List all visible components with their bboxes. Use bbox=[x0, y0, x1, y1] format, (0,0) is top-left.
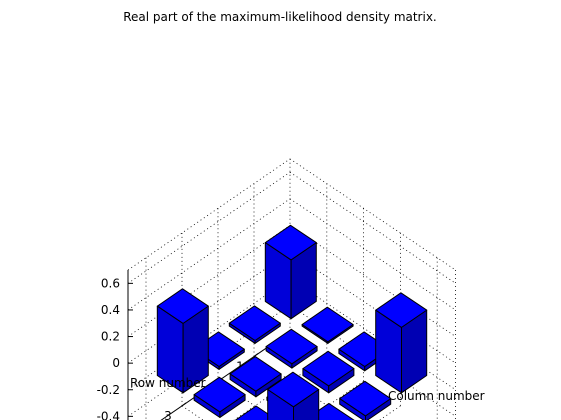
bar-face-top bbox=[193, 376, 246, 413]
bar bbox=[264, 224, 317, 320]
bar-face-top bbox=[264, 224, 317, 261]
bar bbox=[267, 371, 320, 420]
grid-line-floor bbox=[233, 356, 328, 420]
bar bbox=[302, 350, 355, 394]
row-tick-label: 3 bbox=[164, 409, 172, 420]
bar bbox=[265, 328, 318, 369]
bar-face-top bbox=[156, 288, 209, 324]
bar-face-top bbox=[267, 371, 320, 408]
bar-face-top bbox=[265, 328, 318, 365]
z-tick-label: 0.6 bbox=[101, 276, 120, 290]
grid-line-z bbox=[127, 171, 291, 284]
grid-line-z bbox=[127, 304, 291, 417]
chart-title: Real part of the maximum-likelihood dens… bbox=[123, 10, 437, 24]
grid-line-z bbox=[127, 278, 291, 391]
z-tick-label: -0.2 bbox=[97, 383, 120, 397]
bar bbox=[156, 288, 209, 394]
bar-face-top bbox=[302, 350, 355, 387]
bar bbox=[375, 292, 428, 394]
z-tick-label: -0.4 bbox=[97, 409, 120, 420]
bar bbox=[339, 380, 392, 420]
bars-layer bbox=[156, 224, 428, 420]
column-axis-label: Column number bbox=[388, 389, 485, 403]
bar-face-top bbox=[229, 356, 282, 392]
z-tick-label: 0.4 bbox=[101, 303, 120, 317]
bar bbox=[229, 356, 282, 398]
bar-face-top bbox=[339, 380, 392, 417]
bar-face-top bbox=[301, 306, 354, 343]
grid-line-z bbox=[127, 251, 291, 364]
row-axis-label: Row number bbox=[130, 376, 206, 390]
bar bbox=[193, 376, 246, 418]
row-tick bbox=[181, 402, 187, 407]
z-tick-label: 0 bbox=[112, 356, 120, 370]
row-tick bbox=[253, 353, 259, 357]
grid-line-z bbox=[127, 158, 291, 271]
grid-line-floor bbox=[306, 380, 364, 420]
bar-face-top bbox=[375, 292, 428, 328]
bar-face-top bbox=[228, 305, 281, 341]
bar bbox=[228, 305, 281, 344]
grid-line-z bbox=[127, 198, 291, 311]
bar bbox=[301, 306, 354, 344]
z-tick-label: 0.2 bbox=[101, 330, 120, 344]
grid-line-z bbox=[127, 225, 291, 337]
